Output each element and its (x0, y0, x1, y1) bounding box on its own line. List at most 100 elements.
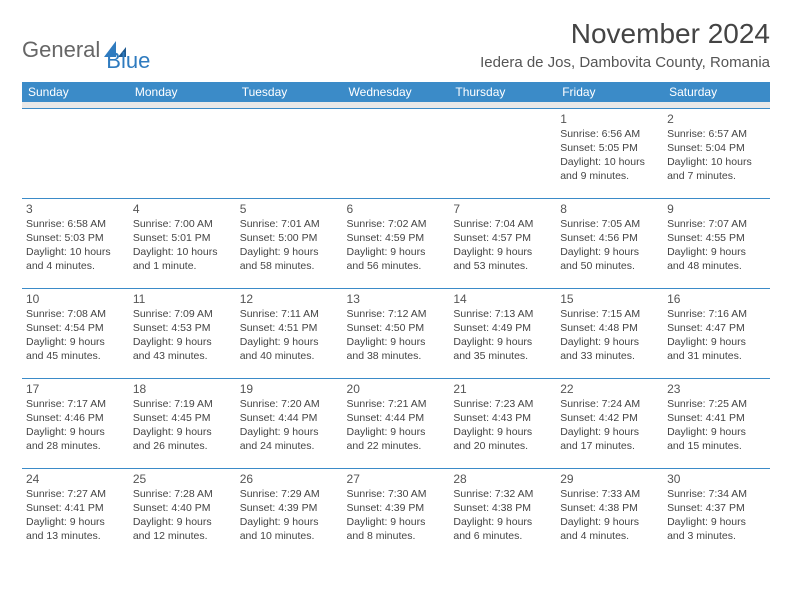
day-number: 11 (133, 292, 232, 306)
calendar-day-cell: 9Sunrise: 7:07 AMSunset: 4:55 PMDaylight… (663, 198, 770, 288)
calendar-day-cell: 20Sunrise: 7:21 AMSunset: 4:44 PMDayligh… (343, 378, 450, 468)
day-number: 29 (560, 472, 659, 486)
calendar-day-cell: 28Sunrise: 7:32 AMSunset: 4:38 PMDayligh… (449, 468, 556, 558)
day-info: Sunrise: 7:00 AMSunset: 5:01 PMDaylight:… (133, 217, 232, 274)
day-info: Sunrise: 7:25 AMSunset: 4:41 PMDaylight:… (667, 397, 766, 454)
calendar-day-cell: 7Sunrise: 7:04 AMSunset: 4:57 PMDaylight… (449, 198, 556, 288)
calendar-day-cell (129, 108, 236, 198)
title-block: November 2024 Iedera de Jos, Dambovita C… (480, 18, 770, 71)
calendar-day-cell: 14Sunrise: 7:13 AMSunset: 4:49 PMDayligh… (449, 288, 556, 378)
day-info: Sunrise: 7:01 AMSunset: 5:00 PMDaylight:… (240, 217, 339, 274)
day-info: Sunrise: 7:20 AMSunset: 4:44 PMDaylight:… (240, 397, 339, 454)
day-info: Sunrise: 7:33 AMSunset: 4:38 PMDaylight:… (560, 487, 659, 544)
calendar-day-cell (449, 108, 556, 198)
day-info: Sunrise: 7:21 AMSunset: 4:44 PMDaylight:… (347, 397, 446, 454)
day-info: Sunrise: 6:57 AMSunset: 5:04 PMDaylight:… (667, 127, 766, 184)
day-header: Friday (556, 82, 663, 102)
day-info: Sunrise: 7:12 AMSunset: 4:50 PMDaylight:… (347, 307, 446, 364)
day-info: Sunrise: 7:16 AMSunset: 4:47 PMDaylight:… (667, 307, 766, 364)
day-number: 15 (560, 292, 659, 306)
day-info: Sunrise: 7:23 AMSunset: 4:43 PMDaylight:… (453, 397, 552, 454)
day-number: 3 (26, 202, 125, 216)
day-number: 9 (667, 202, 766, 216)
day-number: 28 (453, 472, 552, 486)
day-number: 13 (347, 292, 446, 306)
day-info: Sunrise: 7:27 AMSunset: 4:41 PMDaylight:… (26, 487, 125, 544)
day-number: 1 (560, 112, 659, 126)
day-number: 21 (453, 382, 552, 396)
day-header: Thursday (449, 82, 556, 102)
calendar-week-row: 17Sunrise: 7:17 AMSunset: 4:46 PMDayligh… (22, 378, 770, 468)
day-info: Sunrise: 7:09 AMSunset: 4:53 PMDaylight:… (133, 307, 232, 364)
day-number: 2 (667, 112, 766, 126)
logo-blue: Blue (106, 48, 150, 74)
calendar-day-cell: 21Sunrise: 7:23 AMSunset: 4:43 PMDayligh… (449, 378, 556, 468)
day-info: Sunrise: 7:08 AMSunset: 4:54 PMDaylight:… (26, 307, 125, 364)
calendar-week-row: 10Sunrise: 7:08 AMSunset: 4:54 PMDayligh… (22, 288, 770, 378)
day-header: Saturday (663, 82, 770, 102)
header: General Blue November 2024 Iedera de Jos… (22, 18, 770, 74)
day-number: 12 (240, 292, 339, 306)
day-info: Sunrise: 7:07 AMSunset: 4:55 PMDaylight:… (667, 217, 766, 274)
day-number: 16 (667, 292, 766, 306)
calendar-day-cell: 1Sunrise: 6:56 AMSunset: 5:05 PMDaylight… (556, 108, 663, 198)
calendar-day-cell (236, 108, 343, 198)
calendar-day-cell: 2Sunrise: 6:57 AMSunset: 5:04 PMDaylight… (663, 108, 770, 198)
calendar-day-cell: 24Sunrise: 7:27 AMSunset: 4:41 PMDayligh… (22, 468, 129, 558)
calendar-day-cell: 22Sunrise: 7:24 AMSunset: 4:42 PMDayligh… (556, 378, 663, 468)
calendar-day-cell: 17Sunrise: 7:17 AMSunset: 4:46 PMDayligh… (22, 378, 129, 468)
day-number: 10 (26, 292, 125, 306)
day-info: Sunrise: 7:30 AMSunset: 4:39 PMDaylight:… (347, 487, 446, 544)
calendar-day-cell: 3Sunrise: 6:58 AMSunset: 5:03 PMDaylight… (22, 198, 129, 288)
calendar-day-cell: 18Sunrise: 7:19 AMSunset: 4:45 PMDayligh… (129, 378, 236, 468)
day-number: 30 (667, 472, 766, 486)
day-number: 26 (240, 472, 339, 486)
calendar-week-row: 1Sunrise: 6:56 AMSunset: 5:05 PMDaylight… (22, 108, 770, 198)
calendar-day-cell: 19Sunrise: 7:20 AMSunset: 4:44 PMDayligh… (236, 378, 343, 468)
calendar-week-row: 24Sunrise: 7:27 AMSunset: 4:41 PMDayligh… (22, 468, 770, 558)
day-info: Sunrise: 7:34 AMSunset: 4:37 PMDaylight:… (667, 487, 766, 544)
calendar-day-cell (343, 108, 450, 198)
day-info: Sunrise: 7:24 AMSunset: 4:42 PMDaylight:… (560, 397, 659, 454)
calendar-day-cell: 29Sunrise: 7:33 AMSunset: 4:38 PMDayligh… (556, 468, 663, 558)
day-info: Sunrise: 7:15 AMSunset: 4:48 PMDaylight:… (560, 307, 659, 364)
day-header: Sunday (22, 82, 129, 102)
month-title: November 2024 (480, 18, 770, 50)
calendar-day-cell: 6Sunrise: 7:02 AMSunset: 4:59 PMDaylight… (343, 198, 450, 288)
day-number: 18 (133, 382, 232, 396)
day-info: Sunrise: 7:13 AMSunset: 4:49 PMDaylight:… (453, 307, 552, 364)
day-number: 17 (26, 382, 125, 396)
location: Iedera de Jos, Dambovita County, Romania (480, 54, 770, 71)
day-number: 19 (240, 382, 339, 396)
calendar-day-cell: 26Sunrise: 7:29 AMSunset: 4:39 PMDayligh… (236, 468, 343, 558)
day-info: Sunrise: 7:02 AMSunset: 4:59 PMDaylight:… (347, 217, 446, 274)
day-number: 22 (560, 382, 659, 396)
calendar: SundayMondayTuesdayWednesdayThursdayFrid… (22, 82, 770, 558)
day-info: Sunrise: 7:17 AMSunset: 4:46 PMDaylight:… (26, 397, 125, 454)
day-info: Sunrise: 7:19 AMSunset: 4:45 PMDaylight:… (133, 397, 232, 454)
calendar-day-cell: 16Sunrise: 7:16 AMSunset: 4:47 PMDayligh… (663, 288, 770, 378)
day-info: Sunrise: 6:56 AMSunset: 5:05 PMDaylight:… (560, 127, 659, 184)
day-info: Sunrise: 6:58 AMSunset: 5:03 PMDaylight:… (26, 217, 125, 274)
day-number: 8 (560, 202, 659, 216)
logo-general: General (22, 37, 100, 63)
day-number: 20 (347, 382, 446, 396)
calendar-day-cell: 8Sunrise: 7:05 AMSunset: 4:56 PMDaylight… (556, 198, 663, 288)
calendar-day-cell: 4Sunrise: 7:00 AMSunset: 5:01 PMDaylight… (129, 198, 236, 288)
day-info: Sunrise: 7:11 AMSunset: 4:51 PMDaylight:… (240, 307, 339, 364)
day-info: Sunrise: 7:04 AMSunset: 4:57 PMDaylight:… (453, 217, 552, 274)
calendar-day-cell: 11Sunrise: 7:09 AMSunset: 4:53 PMDayligh… (129, 288, 236, 378)
day-number: 7 (453, 202, 552, 216)
day-number: 25 (133, 472, 232, 486)
calendar-day-cell: 30Sunrise: 7:34 AMSunset: 4:37 PMDayligh… (663, 468, 770, 558)
day-header: Monday (129, 82, 236, 102)
calendar-day-cell: 13Sunrise: 7:12 AMSunset: 4:50 PMDayligh… (343, 288, 450, 378)
day-number: 27 (347, 472, 446, 486)
day-info: Sunrise: 7:28 AMSunset: 4:40 PMDaylight:… (133, 487, 232, 544)
calendar-week-row: 3Sunrise: 6:58 AMSunset: 5:03 PMDaylight… (22, 198, 770, 288)
day-number: 24 (26, 472, 125, 486)
day-info: Sunrise: 7:29 AMSunset: 4:39 PMDaylight:… (240, 487, 339, 544)
day-number: 4 (133, 202, 232, 216)
day-header: Wednesday (343, 82, 450, 102)
day-header-row: SundayMondayTuesdayWednesdayThursdayFrid… (22, 82, 770, 102)
